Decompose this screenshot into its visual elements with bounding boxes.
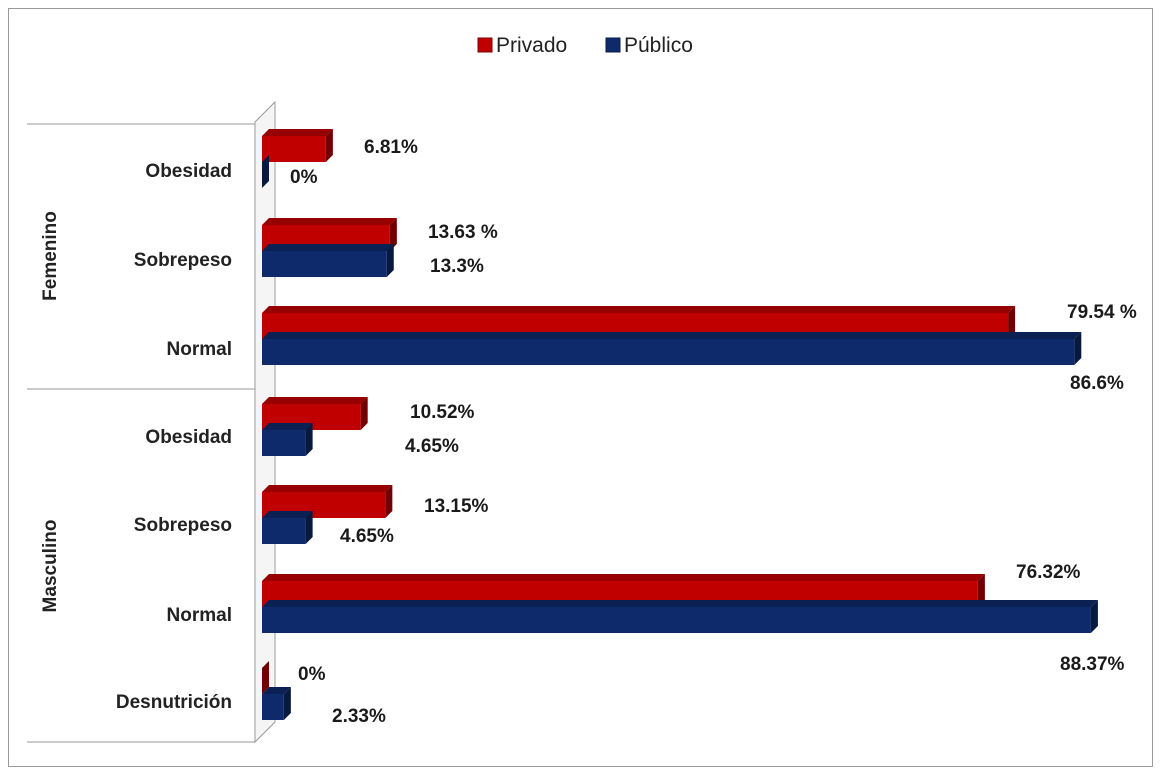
bar-side-face xyxy=(262,155,269,188)
data-label: 10.52% xyxy=(410,402,475,423)
bar-side-face xyxy=(262,661,269,694)
bar-top-face xyxy=(262,129,333,136)
bar-top-face xyxy=(262,485,393,492)
bar-front-face xyxy=(262,694,284,720)
chart-border xyxy=(8,8,1153,767)
bar-side-face xyxy=(305,511,313,544)
bar-front-face xyxy=(262,251,387,277)
data-label: 4.65% xyxy=(405,436,459,457)
bar-top-face xyxy=(262,511,313,518)
data-label: 0% xyxy=(290,167,318,188)
bar-publico xyxy=(262,332,1082,365)
data-label: 4.65% xyxy=(340,526,394,547)
data-label: 13.15% xyxy=(424,496,489,517)
bar-side-face xyxy=(325,129,333,162)
bar-top-face xyxy=(262,244,394,251)
bar-front-face xyxy=(262,339,1075,365)
data-label: 2.33% xyxy=(332,706,386,727)
bar-top-face xyxy=(262,423,313,430)
group-label-femenino: Femenino xyxy=(40,211,61,301)
bar-front-face xyxy=(262,136,326,162)
bar-top-face xyxy=(262,574,985,581)
bar-front-face xyxy=(262,430,306,456)
category-label: Sobrepeso xyxy=(134,250,232,271)
data-label: 76.32% xyxy=(1016,562,1081,583)
legend-swatch xyxy=(477,37,493,53)
bar-publico xyxy=(262,687,291,720)
bar-publico xyxy=(262,511,313,544)
bar-top-face xyxy=(262,332,1082,339)
bar-side-face xyxy=(1074,332,1082,365)
bar-side-face xyxy=(389,218,397,251)
bar-publico xyxy=(262,600,1098,633)
bar-side-face xyxy=(360,397,368,430)
legend-label: Público xyxy=(624,34,693,57)
bar-side-face xyxy=(385,485,393,518)
plot-area xyxy=(262,129,1098,720)
bar-side-face xyxy=(305,423,313,456)
data-label: 13.63 % xyxy=(428,222,498,243)
bar-side-face xyxy=(1008,306,1016,339)
data-label: 6.81% xyxy=(364,137,418,158)
bar-top-face xyxy=(262,397,368,404)
bar-top-face xyxy=(262,306,1016,313)
bar-top-face xyxy=(262,600,1098,607)
data-label: 13.3% xyxy=(430,256,484,277)
legend-label: Privado xyxy=(496,34,567,57)
bar-side-face xyxy=(386,244,394,277)
bar-publico xyxy=(262,244,394,277)
bar-publico xyxy=(262,423,313,456)
legend-swatch xyxy=(605,37,621,53)
data-label: 86.6% xyxy=(1070,373,1124,394)
bar-top-face xyxy=(262,687,291,694)
legend: Privado Público xyxy=(477,34,693,57)
data-label: 88.37% xyxy=(1060,654,1125,675)
data-label: 79.54 % xyxy=(1067,302,1137,323)
bar-publico xyxy=(262,155,269,188)
bar-side-face xyxy=(1090,600,1098,633)
category-label: Normal xyxy=(167,339,232,360)
data-label: 0% xyxy=(298,664,326,685)
category-label: Sobrepeso xyxy=(134,515,232,536)
category-label: Obesidad xyxy=(145,161,232,182)
bar-top-face xyxy=(262,218,397,225)
bar-side-face xyxy=(977,574,985,607)
category-label: Normal xyxy=(167,605,232,626)
bar-front-face xyxy=(262,607,1091,633)
bar-privado xyxy=(262,129,333,162)
group-label-masculino: Masculino xyxy=(40,520,61,613)
bar-privado xyxy=(262,661,269,694)
category-label: Desnutrición xyxy=(116,692,232,713)
bar-side-face xyxy=(283,687,291,720)
category-label: Obesidad xyxy=(145,427,232,448)
data-labels: 6.81% 0% 13.63 % 13.3% 79.54 % 86.6% 10.52% 4.6… xyxy=(290,137,1137,727)
bar-front-face xyxy=(262,518,306,544)
